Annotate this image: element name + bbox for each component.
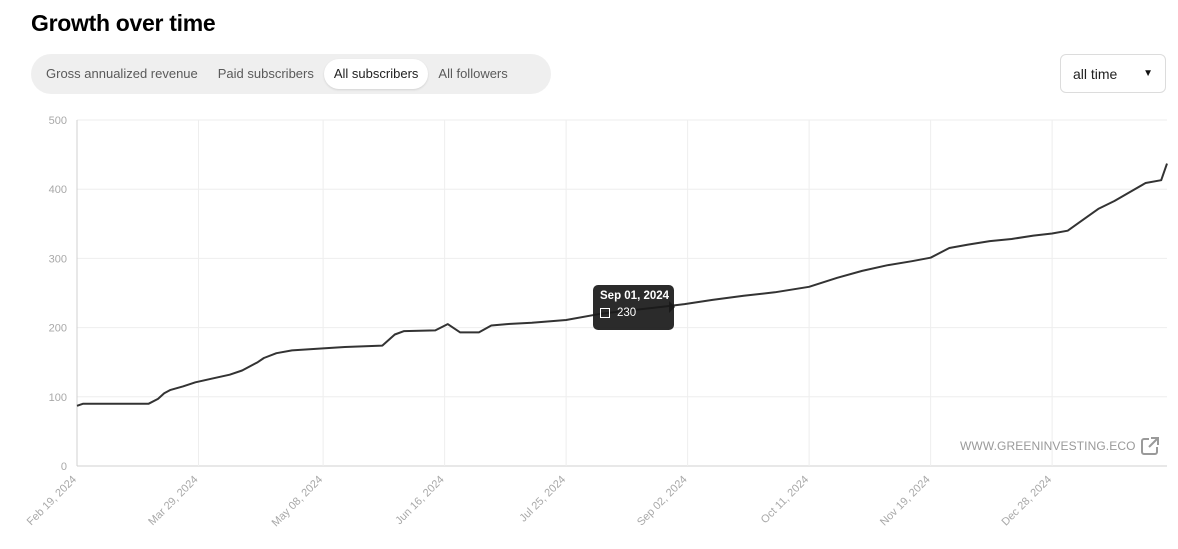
watermark[interactable]: WWW.GREENINVESTING.ECO	[960, 436, 1160, 456]
series-line	[76, 163, 1168, 407]
y-tick-label: 0	[61, 461, 67, 473]
x-tick-label: Dec 28, 2024	[999, 474, 1054, 529]
tab-paid-subscribers[interactable]: Paid subscribers	[217, 66, 314, 81]
x-tick-label: Mar 29, 2024	[146, 474, 200, 528]
tab-all-followers[interactable]: All followers	[438, 66, 508, 81]
y-tick-label: 300	[49, 253, 67, 265]
x-tick-label: Jun 16, 2024	[393, 474, 446, 527]
series-swatch-icon	[600, 308, 610, 318]
page-title: Growth over time	[31, 10, 216, 36]
y-tick-label: 400	[49, 184, 67, 196]
chart-tooltip: Sep 01, 2024 230	[593, 285, 675, 330]
x-tick-label: May 08, 2024	[270, 474, 326, 530]
x-tick-label: Jul 25, 2024	[517, 474, 568, 525]
x-tick-label: Feb 19, 2024	[25, 474, 79, 528]
y-tick-label: 200	[49, 323, 67, 335]
time-range-dropdown[interactable]: all time ▼	[1060, 54, 1166, 93]
x-tick-label: Oct 11, 2024	[759, 474, 811, 526]
metric-tabs: Gross annualized revenue Paid subscriber…	[31, 54, 551, 94]
time-range-value: all time	[1073, 65, 1118, 82]
tooltip-value: 230	[617, 307, 637, 319]
tooltip-date: Sep 01, 2024	[600, 290, 670, 302]
external-link-icon	[1140, 436, 1160, 456]
x-tick-label: Nov 19, 2024	[878, 474, 933, 529]
x-tick-label: Sep 02, 2024	[635, 474, 690, 529]
tab-gross-annualized-revenue[interactable]: Gross annualized revenue	[46, 66, 198, 81]
y-tick-label: 500	[49, 115, 67, 127]
y-tick-label: 100	[49, 392, 67, 404]
watermark-text: WWW.GREENINVESTING.ECO	[960, 439, 1136, 453]
caret-down-icon: ▼	[1143, 68, 1153, 79]
tab-all-subscribers[interactable]: All subscribers	[323, 59, 429, 89]
